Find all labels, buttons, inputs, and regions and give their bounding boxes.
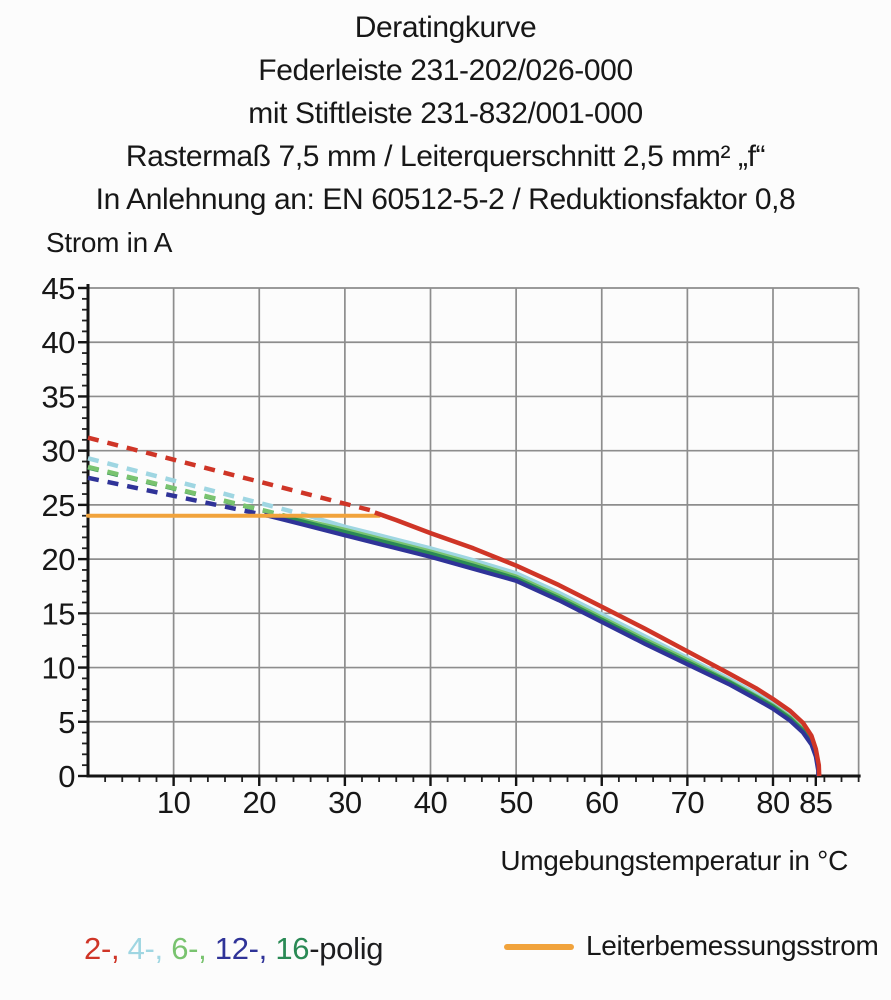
y-tick-label: 45 xyxy=(42,271,75,306)
legend-pole-token: 6-, xyxy=(162,931,207,966)
series-solid-6-polig xyxy=(284,513,821,777)
legend-pole-counts: 2-, 4-, 6-, 12-, 16-polig xyxy=(84,931,384,967)
chart-title-line-5: In Anlehnung an: EN 60512-5-2 / Reduktio… xyxy=(95,183,796,216)
legend-pole-token: 16 xyxy=(267,931,310,966)
series-dashed-6-polig xyxy=(87,464,286,518)
series-solid-16-polig xyxy=(278,513,821,776)
series-solid-4-polig xyxy=(305,513,821,777)
chart-title-line-3: mit Stiftleiste 231-832/001-000 xyxy=(248,97,643,130)
y-tick-label: 10 xyxy=(42,651,76,686)
tick-labels: 10 20 30 40 50 60 70 80 85 0 5 10 15 20 25 30 35 40 45 xyxy=(42,271,834,820)
y-tick-label: 0 xyxy=(58,759,75,794)
rated-current-label: Leiterbemessungsstrom xyxy=(586,930,879,961)
x-tick-label: 60 xyxy=(585,785,619,820)
x-tick-label: 50 xyxy=(499,785,533,820)
x-tick-label: 80 xyxy=(756,785,790,820)
series-curves xyxy=(86,435,822,777)
gridlines xyxy=(88,287,860,776)
y-tick-label: 30 xyxy=(42,434,76,469)
x-tick-label: 70 xyxy=(671,785,705,820)
legend-pole-token: -polig xyxy=(309,931,384,966)
legend-pole-token: 2-, xyxy=(84,931,120,966)
x-tick-label: 40 xyxy=(414,785,448,820)
minor-ticks xyxy=(82,287,860,782)
x-tick-label: 10 xyxy=(157,785,191,820)
x-tick-label: 85 xyxy=(799,785,832,820)
chart-title-block: Deratingkurve Federleiste 231-202/026-00… xyxy=(0,6,891,221)
y-tick-label: 15 xyxy=(42,596,75,631)
chart-title-line-4: Rastermaß 7,5 mm / Leiterquerschnitt 2,5… xyxy=(125,140,766,173)
legend-pole-token: 4-, xyxy=(119,931,164,966)
series-dashed-2-polig xyxy=(87,435,372,513)
series-dashed-12-polig xyxy=(87,475,269,518)
y-axis-title: Strom in A xyxy=(46,227,173,258)
legend-rated-current: Leiterbemessungsstrom xyxy=(504,930,879,962)
x-axis-title: Umgebungstemperatur in °C xyxy=(500,845,848,876)
y-tick-label: 25 xyxy=(42,488,75,523)
series-solid-2-polig xyxy=(374,510,822,777)
y-tick-label: 20 xyxy=(42,542,76,577)
y-tick-label: 40 xyxy=(42,325,76,360)
x-tick-label: 30 xyxy=(328,785,362,820)
y-tick-label: 5 xyxy=(58,705,75,740)
rated-current-line-swatch xyxy=(504,944,574,950)
x-tick-label: 20 xyxy=(243,785,277,820)
major-ticks xyxy=(78,286,818,786)
y-tick-label: 35 xyxy=(42,379,75,414)
chart-title-line-1: Deratingkurve xyxy=(354,11,537,44)
legend-pole-token: 12-, xyxy=(206,931,268,966)
series-dashed-4-polig xyxy=(87,456,307,518)
chart-title-line-2: Federleiste 231-202/026-000 xyxy=(258,54,633,87)
series-solid-12-polig xyxy=(267,513,821,776)
